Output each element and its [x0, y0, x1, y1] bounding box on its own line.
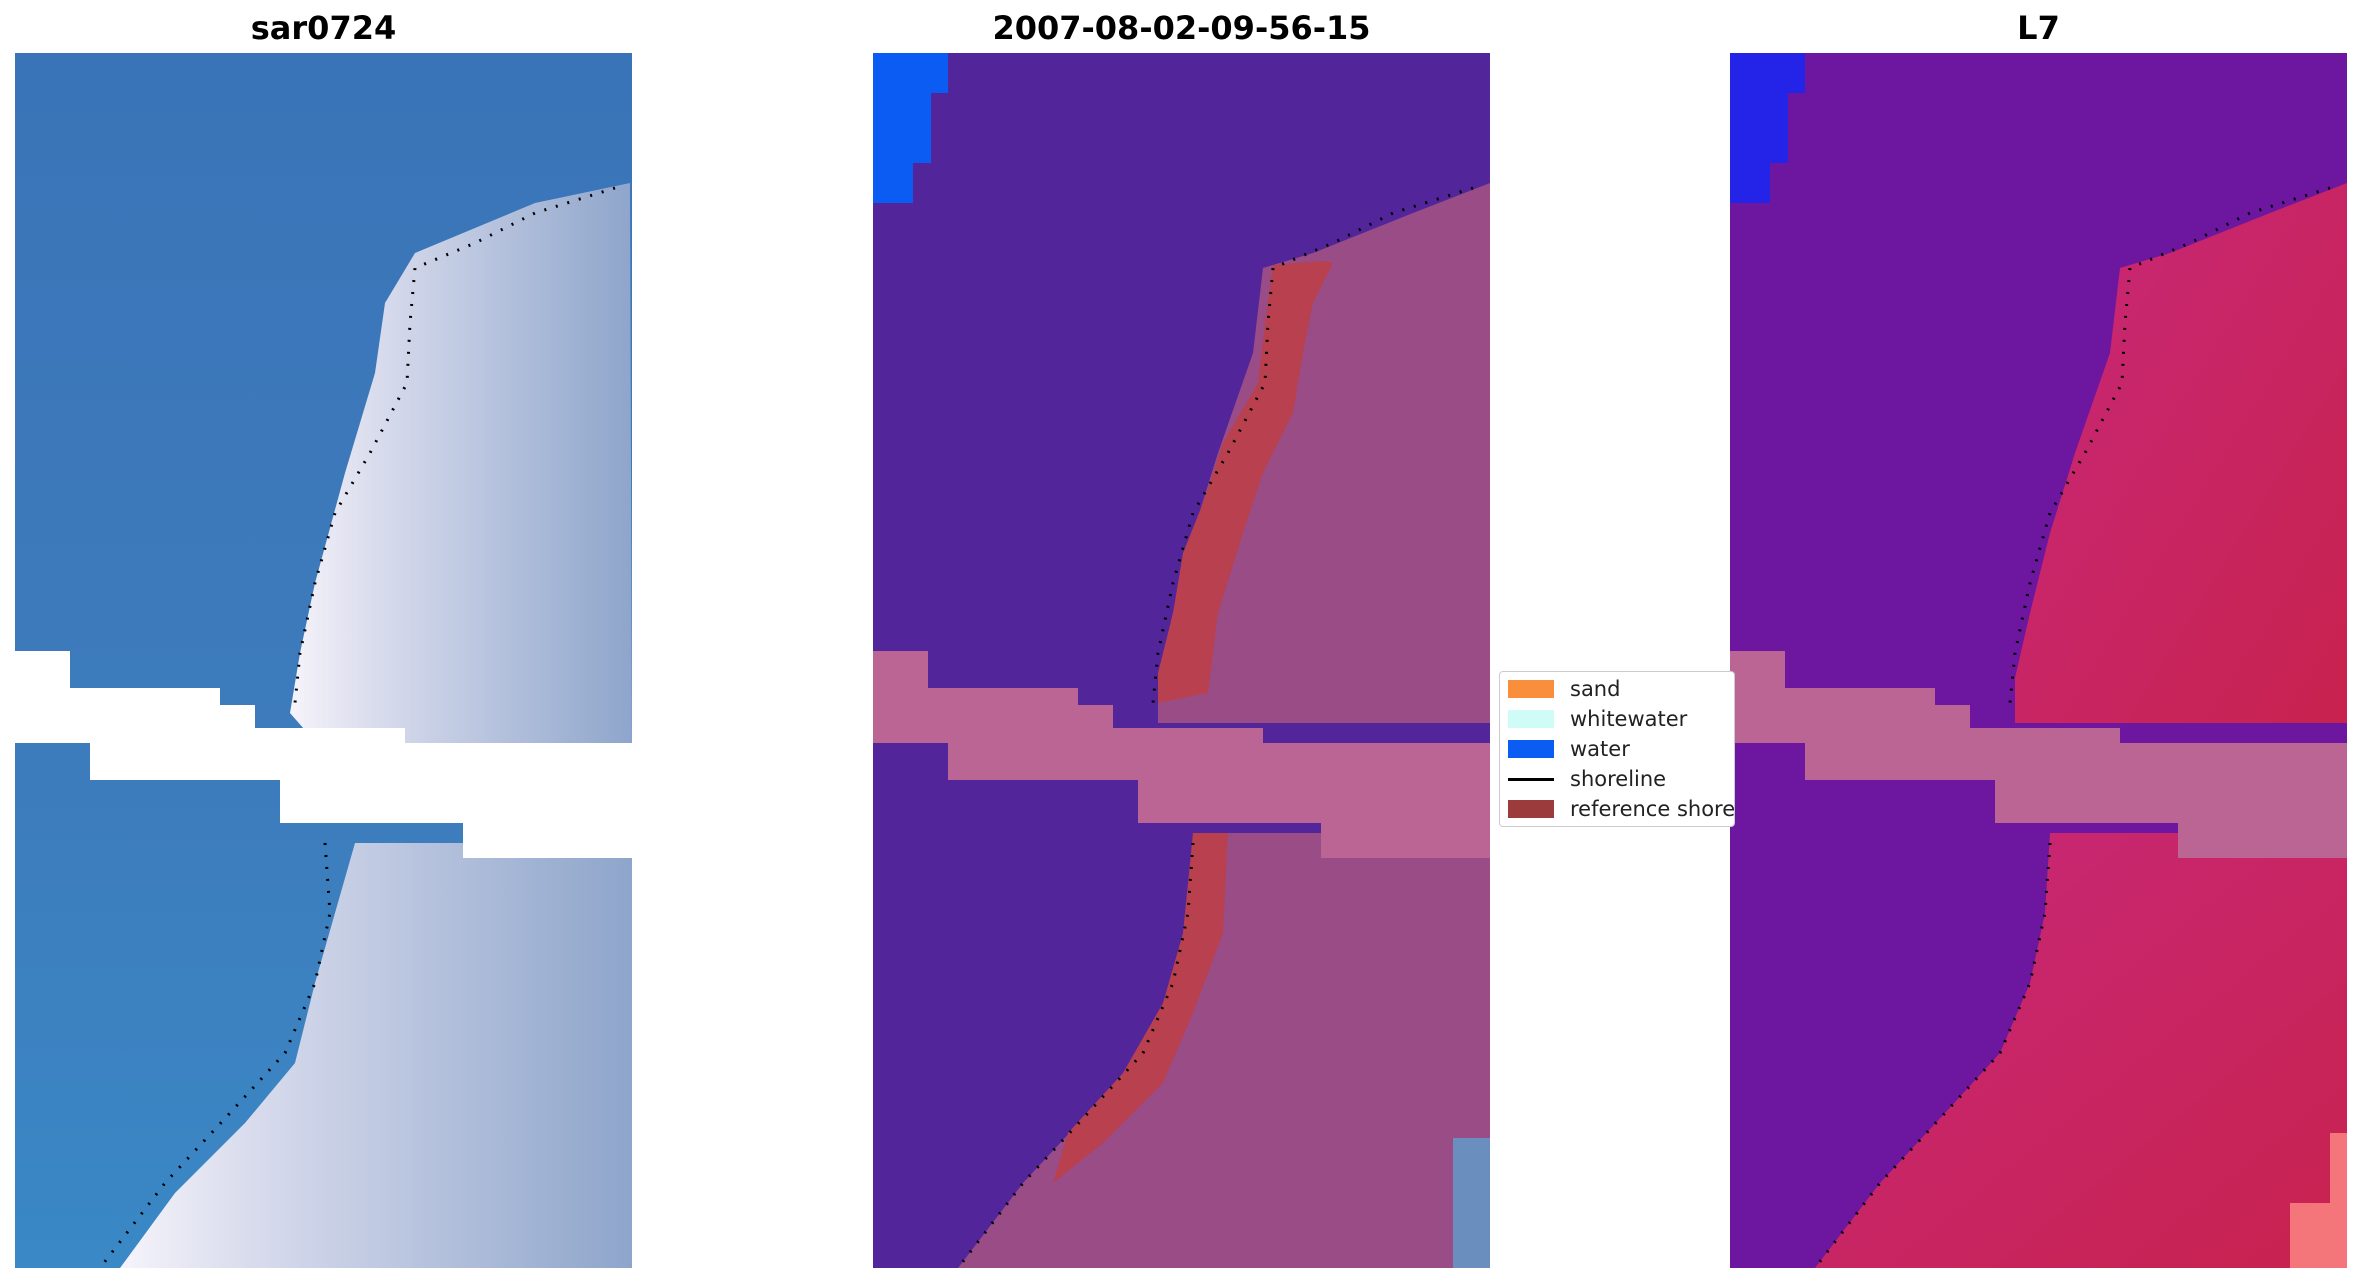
sand-swatch [1508, 680, 1554, 698]
water-swatch [1508, 740, 1554, 758]
legend-item-water: water [1508, 736, 1630, 762]
rgb-image [15, 53, 632, 1268]
legend: sand whitewater water shoreline referenc… [1499, 671, 1735, 827]
shoreline-upper-mid [1151, 186, 1474, 704]
land-area-upper [290, 183, 632, 753]
class-land-lower [958, 833, 1490, 1268]
legend-item-sand: sand [1508, 676, 1620, 702]
panel-title-date: 2007-08-02-09-56-15 [992, 9, 1371, 47]
shoreline-upper-right [2008, 186, 2331, 704]
class-land-upper [1158, 183, 1490, 723]
legend-label-sand: sand [1570, 677, 1621, 701]
shoreline-upper [293, 186, 616, 704]
index-land-upper [2015, 183, 2347, 723]
panel-title-sar0724: sar0724 [250, 9, 397, 47]
index-image-panel [1730, 53, 2347, 1268]
classified-image-panel [873, 53, 1490, 1268]
legend-label-shoreline: shoreline [1570, 767, 1667, 791]
panel-title-l7: L7 [2017, 9, 2060, 47]
legend-item-whitewater: whitewater [1508, 706, 1687, 732]
shoreline-swatch [1508, 777, 1554, 781]
land-area-lower [120, 843, 632, 1268]
index-land-lower [1815, 833, 2347, 1268]
index-corner-patch [2290, 1133, 2347, 1268]
legend-label-whitewater: whitewater [1570, 707, 1688, 731]
class-corner-patch [1453, 1138, 1490, 1268]
whitewater-swatch [1508, 710, 1554, 728]
legend-item-reference-shore: reference shore [1508, 796, 1735, 822]
shoreline-lower-mid [956, 842, 1195, 1268]
index-water-corner [1730, 53, 1805, 203]
classified-image [873, 53, 1490, 1268]
legend-item-shoreline: shoreline [1508, 766, 1666, 792]
class-band-strip [873, 651, 1490, 858]
nodata-strip [15, 651, 632, 858]
rgb-image-panel [15, 53, 632, 1268]
legend-label-reference-shore: reference shore [1570, 797, 1735, 821]
class-reference-upper [1158, 261, 1333, 703]
legend-label-water: water [1570, 737, 1630, 761]
index-image [1730, 53, 2347, 1268]
class-reference-lower [1053, 833, 1228, 1183]
shoreline-lower-right [1813, 842, 2052, 1268]
shoreline-lower [98, 842, 332, 1268]
index-band-strip [1730, 651, 2347, 858]
class-water-corner [873, 53, 948, 203]
reference-shore-swatch [1508, 800, 1554, 818]
